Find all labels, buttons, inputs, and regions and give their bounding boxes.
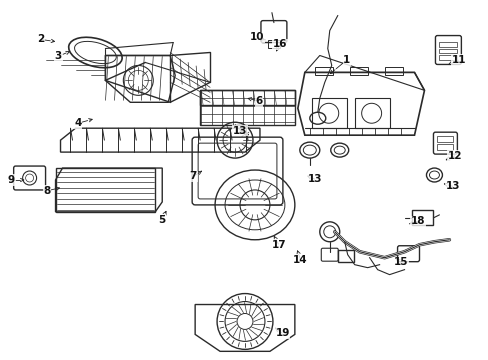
Text: 5: 5 [158,215,165,225]
Text: 13: 13 [232,126,246,135]
Bar [437,136,452,142]
Bar [349,67,367,75]
Bar [439,49,456,54]
Bar [439,41,456,46]
Bar [311,98,346,128]
Text: 3: 3 [55,51,61,61]
Bar [439,55,456,60]
Text: 4: 4 [74,118,81,128]
Bar [267,40,279,48]
Text: 15: 15 [393,257,408,267]
Text: 7: 7 [189,171,197,181]
Bar [437,144,452,150]
Text: 12: 12 [447,150,462,161]
Text: 13: 13 [445,181,460,192]
Text: 2: 2 [37,35,44,44]
Text: 19: 19 [275,328,289,338]
Text: 1: 1 [343,55,350,65]
Bar [337,250,353,262]
Bar [411,210,432,225]
Bar [314,67,332,75]
Text: 17: 17 [271,239,285,249]
Text: 10: 10 [249,32,264,42]
Text: 9: 9 [8,175,15,185]
Text: 11: 11 [451,55,466,65]
Bar [56,168,155,212]
Text: 13: 13 [307,174,322,184]
Bar [354,98,389,128]
Bar [384,67,402,75]
Bar [200,90,294,125]
Text: 18: 18 [409,216,424,226]
Text: 16: 16 [272,40,286,49]
Text: 6: 6 [255,96,262,106]
Text: 14: 14 [293,255,307,265]
Text: 8: 8 [43,186,51,196]
